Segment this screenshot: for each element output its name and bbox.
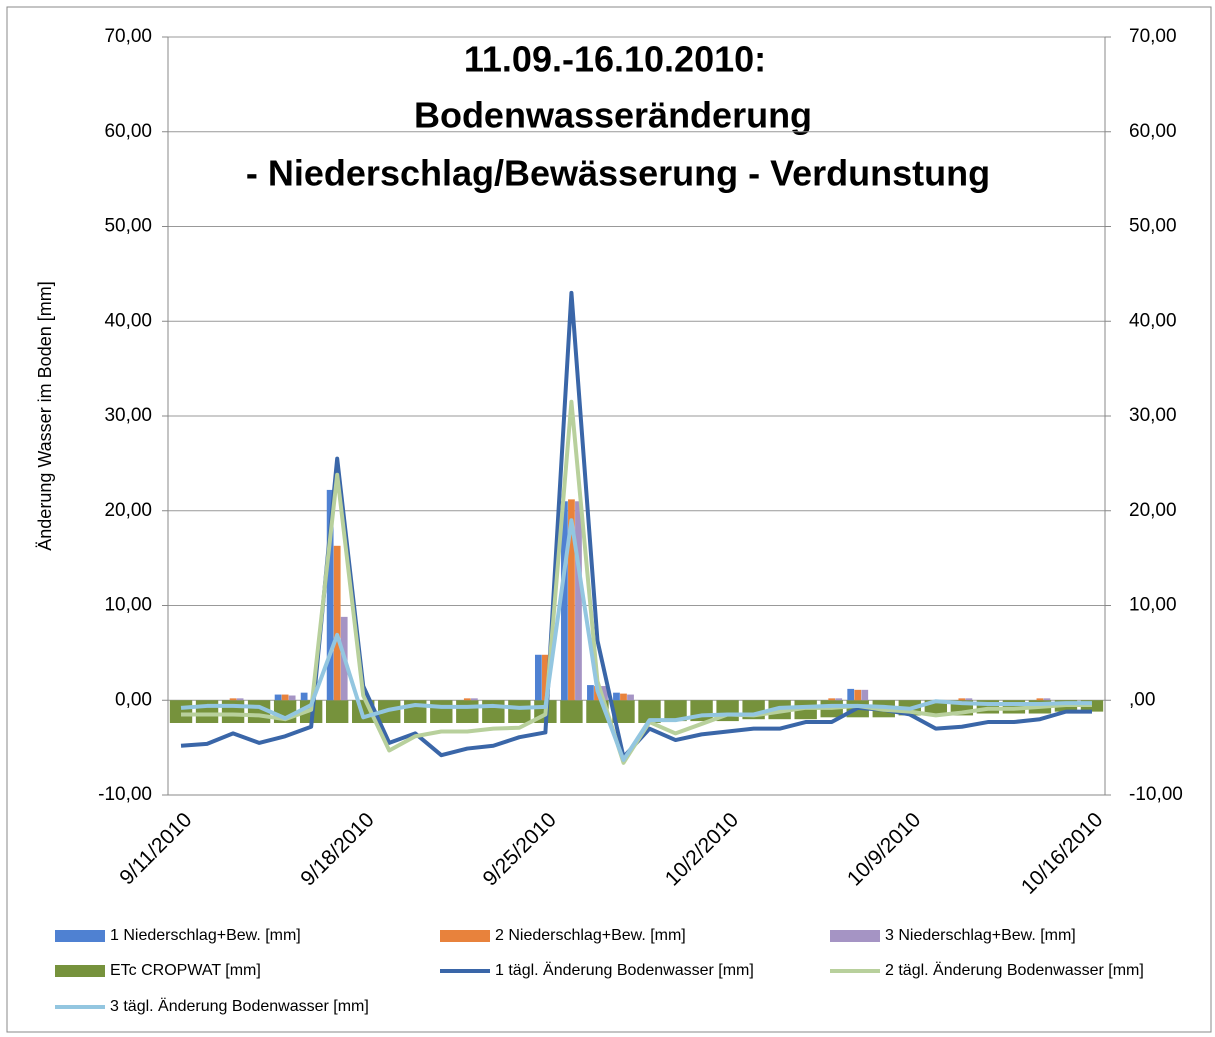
bar (508, 700, 531, 723)
bar (587, 685, 594, 701)
legend-swatch (830, 930, 880, 942)
legend-label: 1 tägl. Änderung Bodenwasser [mm] (495, 961, 754, 979)
bar (274, 694, 282, 701)
y2-tick-label: ,00 (1129, 689, 1155, 710)
y2-tick-label: -10,00 (1129, 784, 1183, 805)
y2-tick-label: 10,00 (1129, 595, 1177, 616)
bar (229, 698, 237, 701)
y-tick-label: -10,00 (98, 784, 152, 805)
legend-label: 2 Niederschlag+Bew. [mm] (495, 927, 686, 944)
chart-title: - Niederschlag/Bewässerung - Verdunstung (246, 153, 990, 194)
bar (542, 654, 549, 701)
y-tick-label: 40,00 (104, 310, 152, 331)
line (180, 518, 1092, 762)
bar (326, 489, 334, 701)
y-tick-label: 70,00 (104, 26, 152, 47)
y2-tick-label: 20,00 (1129, 500, 1177, 521)
bar (601, 686, 608, 701)
bar (958, 698, 966, 701)
y-tick-label: 20,00 (104, 500, 152, 521)
legend-label: 3 Niederschlag+Bew. [mm] (885, 927, 1076, 944)
legend-label: 2 tägl. Änderung Bodenwasser [mm] (885, 961, 1144, 979)
y2-tick-label: 70,00 (1129, 26, 1177, 47)
bar (835, 698, 843, 701)
bar (1036, 698, 1044, 701)
legend-swatch (55, 965, 105, 977)
legend-label: ETc CROPWAT [mm] (110, 962, 261, 979)
chart-title: 11.09.-16.10.2010: (464, 39, 766, 80)
bar (568, 499, 575, 701)
y2-tick-label: 60,00 (1129, 121, 1177, 142)
legend-swatch (440, 930, 490, 942)
bar (612, 700, 635, 723)
y-axis-label: Änderung Wasser im Boden [mm] (35, 281, 55, 550)
bar (828, 698, 836, 701)
bar (534, 654, 542, 701)
y2-tick-label: 40,00 (1129, 310, 1177, 331)
y-tick-label: 0,00 (115, 689, 152, 710)
legend-label: 3 tägl. Änderung Bodenwasser [mm] (110, 997, 369, 1015)
chart-frame (6, 6, 1212, 1033)
bar (664, 700, 687, 722)
bar (288, 695, 296, 701)
bar (561, 501, 568, 701)
y-tick-label: 60,00 (104, 121, 152, 142)
y2-tick-label: 30,00 (1129, 405, 1177, 426)
bar (195, 700, 219, 723)
bar (575, 501, 582, 701)
chart-title: Bodenwasseränderung (414, 95, 812, 136)
bar (861, 689, 869, 701)
bar (430, 700, 453, 723)
bar (169, 700, 193, 723)
bar (560, 700, 583, 723)
bar (300, 692, 308, 701)
bar (1043, 698, 1051, 701)
legend-label: 1 Niederschlag+Bew. [mm] (110, 927, 301, 944)
bar (463, 698, 471, 701)
bar (221, 700, 245, 723)
bar (613, 692, 620, 701)
bar (281, 694, 289, 701)
legend-swatch (55, 930, 105, 942)
bar (854, 689, 862, 701)
y-tick-label: 50,00 (104, 216, 152, 237)
bar (236, 698, 244, 701)
y-tick-label: 10,00 (104, 595, 152, 616)
bar (627, 694, 634, 701)
bar (965, 698, 973, 701)
bar (333, 545, 341, 701)
y2-tick-label: 50,00 (1129, 216, 1177, 237)
bar (638, 700, 661, 723)
bar (325, 700, 349, 723)
bar (482, 700, 505, 723)
bar (470, 698, 478, 701)
bar (620, 693, 627, 701)
bar (456, 700, 479, 723)
y-tick-label: 30,00 (104, 405, 152, 426)
bar (847, 688, 855, 701)
